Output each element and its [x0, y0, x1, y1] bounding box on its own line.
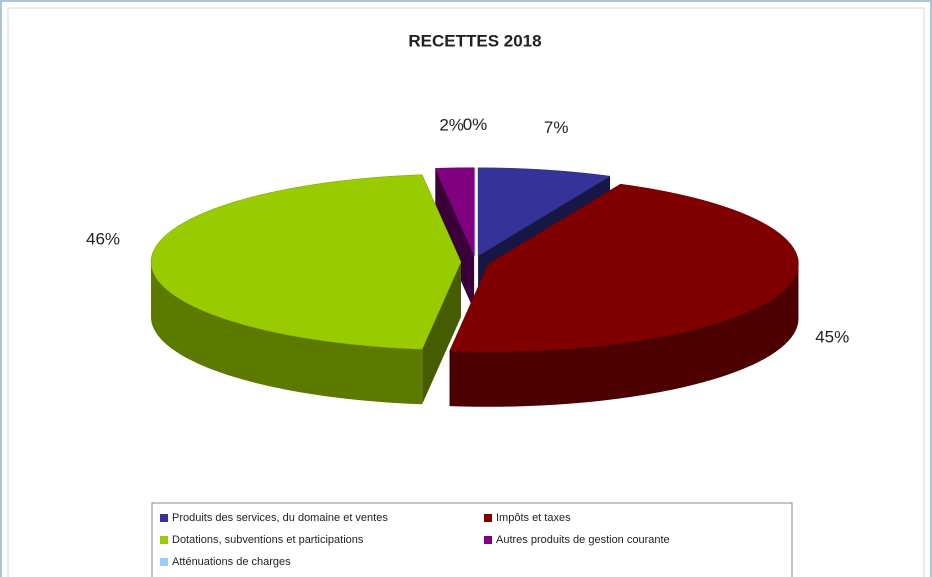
legend-swatch: [484, 514, 492, 522]
data-label: 46%: [86, 229, 120, 248]
slice: [449, 183, 799, 407]
legend-items: Produits des services, du domaine et ven…: [160, 512, 670, 568]
slice-wall: [435, 168, 475, 311]
legend: [151, 502, 793, 577]
legend-swatch: [160, 558, 168, 566]
slice-side: [151, 262, 423, 405]
pie: [150, 167, 799, 407]
data-label: 0%: [463, 115, 488, 134]
legend-swatch: [160, 514, 168, 522]
legend-label: Autres produits de gestion courante: [496, 534, 670, 546]
slice-top: [150, 174, 462, 350]
legend-label: Produits des services, du domaine et ven…: [172, 512, 388, 524]
slice-top: [434, 167, 475, 256]
legend-swatch: [160, 536, 168, 544]
data-label: 7%: [544, 118, 569, 137]
legend-swatch: [484, 536, 492, 544]
chart-title: RECETTES 2018: [408, 31, 541, 50]
slice: [150, 174, 462, 405]
data-label: 45%: [815, 327, 849, 346]
legend-label: Impôts et taxes: [496, 512, 571, 524]
legend-label: Atténuations de charges: [172, 556, 291, 568]
slice-top: [449, 183, 799, 353]
slice-side: [449, 263, 799, 407]
slice-wall: [422, 262, 461, 405]
data-label: 2%: [439, 115, 464, 134]
slice: [434, 167, 475, 311]
slice-top: [477, 167, 611, 257]
legend-label: Dotations, subventions et participations: [172, 534, 364, 546]
